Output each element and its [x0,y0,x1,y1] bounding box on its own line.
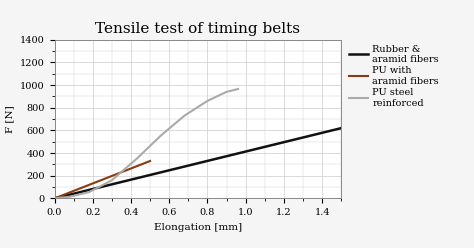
Line: PU steel
reinforced: PU steel reinforced [55,89,238,198]
PU steel
reinforced [235,88,241,91]
X-axis label: Elongation [mm]: Elongation [mm] [154,223,242,232]
PU steel
reinforced [134,157,139,160]
Title: Tensile test of timing belts: Tensile test of timing belts [95,22,301,36]
PU steel
reinforced [224,90,229,93]
PU steel
reinforced [109,179,115,182]
PU steel
reinforced [67,195,73,198]
PU steel
reinforced [159,133,164,136]
PU steel
reinforced [52,197,57,200]
PU steel
reinforced [182,114,187,117]
Line: PU with
aramid fibers: PU with aramid fibers [55,161,150,198]
Y-axis label: F [N]: F [N] [6,105,15,133]
PU steel
reinforced [86,191,92,194]
PU with
aramid fibers [147,159,153,162]
PU with
aramid fibers [52,197,57,200]
Legend: Rubber &
aramid fibers, PU with
aramid fibers, PU steel
reinforced: Rubber & aramid fibers, PU with aramid f… [349,45,439,108]
PU steel
reinforced [205,99,210,102]
